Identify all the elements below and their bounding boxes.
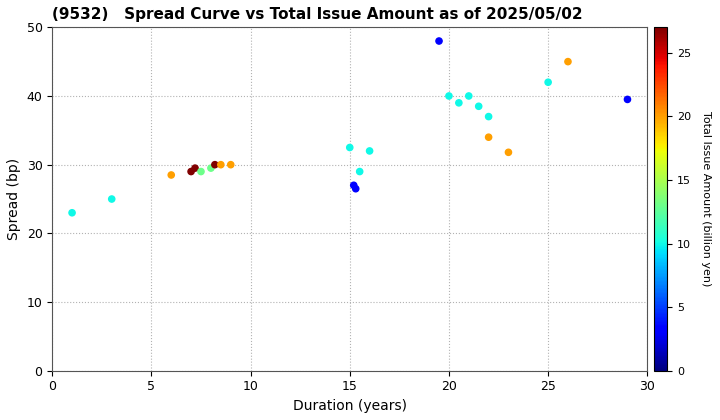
Point xyxy=(364,147,375,154)
Point xyxy=(225,161,236,168)
Y-axis label: Spread (bp): Spread (bp) xyxy=(7,158,21,240)
Point xyxy=(189,165,201,171)
Point xyxy=(621,96,633,103)
Point xyxy=(354,168,366,175)
Y-axis label: Total Issue Amount (billion yen): Total Issue Amount (billion yen) xyxy=(701,111,711,287)
X-axis label: Duration (years): Duration (years) xyxy=(293,399,407,413)
Point xyxy=(453,100,464,106)
Point xyxy=(215,161,227,168)
Point xyxy=(205,165,217,171)
Point xyxy=(562,58,574,65)
Point xyxy=(106,196,117,202)
Text: (9532)   Spread Curve vs Total Issue Amount as of 2025/05/02: (9532) Spread Curve vs Total Issue Amoun… xyxy=(53,7,583,22)
Point xyxy=(473,103,485,110)
Point xyxy=(503,149,514,156)
Point xyxy=(195,168,207,175)
Point xyxy=(348,182,359,189)
Point xyxy=(483,113,495,120)
Point xyxy=(166,172,177,178)
Point xyxy=(209,161,220,168)
Point xyxy=(350,185,361,192)
Point xyxy=(344,144,356,151)
Point xyxy=(66,210,78,216)
Point xyxy=(185,168,197,175)
Point xyxy=(433,38,445,45)
Point xyxy=(444,93,455,100)
Point xyxy=(542,79,554,86)
Point xyxy=(463,93,474,100)
Point xyxy=(483,134,495,141)
